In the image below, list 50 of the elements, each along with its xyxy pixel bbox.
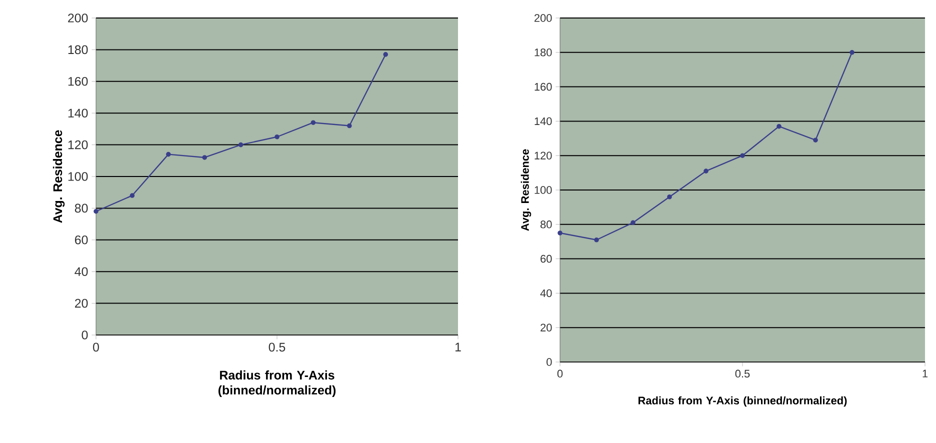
- point: [667, 194, 672, 200]
- y-tick-label: 0: [82, 330, 88, 340]
- point: [130, 193, 135, 198]
- point: [202, 155, 207, 160]
- y-tick-label: 160: [534, 82, 552, 91]
- point: [850, 50, 854, 55]
- y-tick-label: 40: [74, 267, 88, 276]
- y-tick-label: 120: [534, 152, 552, 160]
- y-axis-title: Avg. Residence: [52, 130, 65, 223]
- y-tick-label: 0: [546, 358, 552, 366]
- y-tick-label: 160: [68, 76, 88, 86]
- y-tick-label: 140: [534, 117, 552, 126]
- y-tick-label: 40: [540, 289, 552, 298]
- y-tick-label: 100: [68, 172, 88, 181]
- point: [347, 123, 352, 128]
- point: [740, 153, 745, 158]
- point: [776, 124, 782, 129]
- y-tick-label: 120: [68, 140, 88, 150]
- y-tick-label: 140: [68, 108, 88, 118]
- point: [310, 120, 316, 125]
- point: [166, 152, 171, 157]
- x-tick-label: 0: [557, 370, 563, 378]
- x-axis-title: Radius from Y-Axis (binned/normalized): [638, 396, 847, 407]
- x-tick-label: 1: [922, 370, 928, 378]
- point: [94, 208, 98, 214]
- x-axis-title: Radius from Y-Axis (binned/normalized): [218, 370, 336, 397]
- x-tick-label: 1: [455, 342, 461, 352]
- y-tick-label: 180: [68, 45, 88, 54]
- point: [630, 220, 636, 226]
- point: [238, 142, 244, 148]
- y-tick-label: 20: [75, 298, 88, 308]
- point: [813, 138, 818, 143]
- y-tick-label: 20: [540, 324, 552, 332]
- x-tick-label: 0.5: [268, 342, 286, 352]
- y-tick-label: 60: [540, 254, 552, 263]
- y-tick-label: 200: [534, 14, 552, 22]
- y-tick-label: 200: [68, 14, 88, 22]
- point: [704, 168, 708, 174]
- point: [594, 237, 599, 242]
- point: [274, 134, 280, 140]
- y-tick-label: 60: [75, 236, 88, 244]
- x-tick-label: 0: [93, 342, 99, 352]
- y-tick-label: 80: [540, 220, 552, 228]
- y-tick-label: 100: [534, 186, 552, 194]
- x-tick-label: 0.5: [735, 370, 750, 378]
- y-axis-title: Avg. Residence: [520, 149, 532, 231]
- point: [383, 52, 388, 57]
- point: [558, 230, 562, 236]
- y-tick-label: 180: [534, 48, 552, 56]
- y-tick-label: 80: [74, 204, 88, 213]
